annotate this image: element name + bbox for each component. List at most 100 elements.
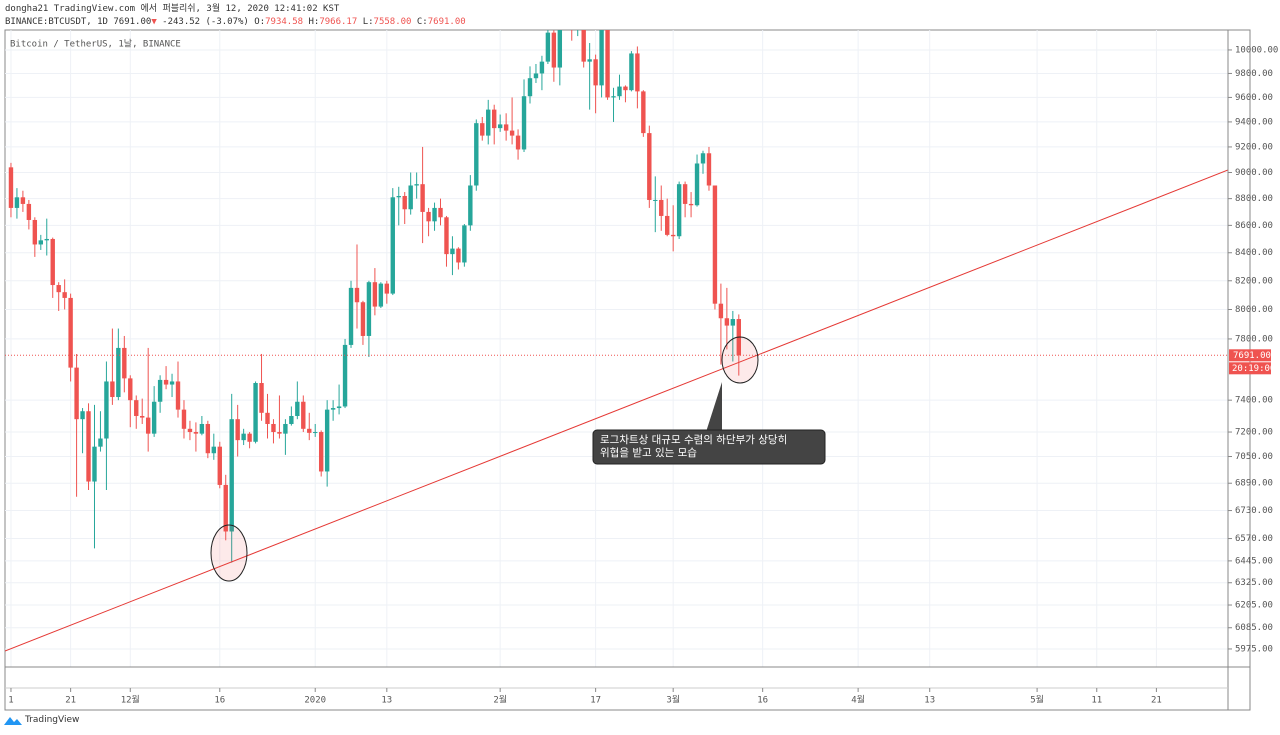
y-tick-label: 8400.00 (1235, 248, 1273, 258)
candle-body (217, 446, 222, 485)
candle-body (241, 433, 246, 441)
grid (5, 30, 1228, 667)
countdown-tag (1229, 362, 1271, 375)
x-tick-label: 17 (590, 696, 601, 706)
candle-body (283, 423, 288, 434)
candle-body (318, 432, 324, 472)
y-tick-label: 7050.00 (1235, 452, 1273, 462)
candle-body (265, 412, 270, 424)
candle-body (211, 446, 217, 454)
candle-body (307, 428, 312, 433)
candle-body (420, 184, 425, 212)
candle-body (503, 124, 509, 131)
candle-body (676, 184, 682, 237)
candle-body (593, 59, 598, 86)
chart-title: Bitcoin / TetherUS, 1날, BINANCE (10, 39, 181, 50)
candle-body (390, 197, 395, 294)
candle-body (313, 432, 318, 434)
candle-body (301, 401, 306, 429)
x-tick-label: 21 (65, 696, 76, 706)
y-tick-label: 9000.00 (1235, 168, 1273, 178)
trendline (5, 169, 1228, 652)
candle-body (629, 53, 634, 91)
candle-body (193, 432, 199, 434)
ohlc-value: 7966.17 (319, 17, 358, 27)
candle-body (104, 381, 109, 439)
candle-body (181, 409, 187, 429)
y-tick-label: 6570.00 (1235, 534, 1273, 544)
candle-body (140, 415, 145, 418)
candle-body (570, 10, 574, 24)
candle-body (688, 203, 694, 206)
callout-box (592, 429, 826, 465)
candle-body (56, 285, 61, 293)
x-tick-label: 3월 (666, 694, 680, 706)
candle-body (62, 292, 67, 298)
candle-body (402, 195, 407, 210)
candle-body (576, 9, 580, 24)
axes: 10000.00 9800.00 9600.00 9400.00 9200.00 9000… (8, 45, 1278, 705)
y-tick-label: 6890.00 (1235, 479, 1273, 489)
candle-body (647, 133, 652, 200)
candle-body (229, 419, 234, 532)
y-tick-label: 8800.00 (1235, 194, 1273, 204)
candle-body (110, 381, 115, 398)
symbol-line: BINANCE:BTCUSDT, 1D 7691.00▼ -243.52 (-3… (5, 16, 466, 29)
y-tick-label: 6325.00 (1235, 578, 1273, 588)
candle-body (611, 96, 616, 98)
candle-body (641, 91, 646, 134)
candle-body (20, 197, 26, 204)
y-tick-label: 9600.00 (1235, 93, 1273, 103)
x-tick-label: 13 (381, 696, 392, 706)
candle-body (665, 215, 670, 235)
publish-line: dongha21 TradingView.com 에서 퍼블리쉬, 3월 12,… (5, 4, 340, 14)
candle-body (235, 419, 240, 441)
candle-body (670, 234, 676, 237)
candle-body (724, 318, 730, 326)
x-tick-label: 11 (1091, 696, 1102, 706)
logo-icon (4, 717, 22, 725)
candle-body (348, 287, 354, 345)
ohlc: O:7934.58 H:7966.17 L:7558.00 C:7691.00 (254, 17, 465, 27)
x-tick-label: 4월 (851, 694, 865, 706)
x-tick-label: 5월 (1030, 694, 1044, 706)
candle-body (157, 379, 163, 402)
candle-body (80, 411, 85, 420)
frame (4, 29, 1251, 711)
highlight-ellipse (210, 524, 248, 582)
candle-body (545, 32, 551, 62)
candle-body (694, 163, 700, 206)
candle-body (14, 197, 20, 208)
y-tick-label: 6730.00 (1235, 506, 1273, 516)
candle-body (718, 303, 724, 319)
candle-body (330, 408, 336, 410)
candle-body (68, 297, 73, 368)
candle-body (486, 109, 491, 136)
candle-body (122, 347, 127, 379)
candle-body (253, 383, 258, 442)
callout-text: 로그차트상 대규모 수렴의 하단부가 상당히 (600, 433, 787, 446)
ohlc-value: 7691.00 (427, 17, 466, 27)
candle-body (599, 30, 604, 86)
candle-body (653, 199, 658, 201)
candle-body (145, 417, 151, 434)
candle-body (450, 248, 455, 255)
x-tick-label: 2월 (493, 694, 507, 706)
candle-body (474, 123, 479, 186)
x-tick-label: 12월 (121, 694, 140, 706)
candle-body (324, 409, 330, 472)
candle-body (659, 199, 664, 216)
candle-body (295, 401, 300, 416)
x-tick-label: 16 (214, 696, 225, 706)
candle-body (414, 184, 419, 186)
candle-body (533, 73, 539, 79)
candle-body (635, 53, 640, 92)
last-price: 7691.00 (113, 17, 152, 27)
candle-body (169, 381, 175, 385)
candle-body (497, 124, 503, 129)
candle-body (581, 30, 586, 62)
candle-body (44, 238, 49, 241)
candle-body (271, 423, 276, 433)
candle-body (700, 153, 706, 164)
